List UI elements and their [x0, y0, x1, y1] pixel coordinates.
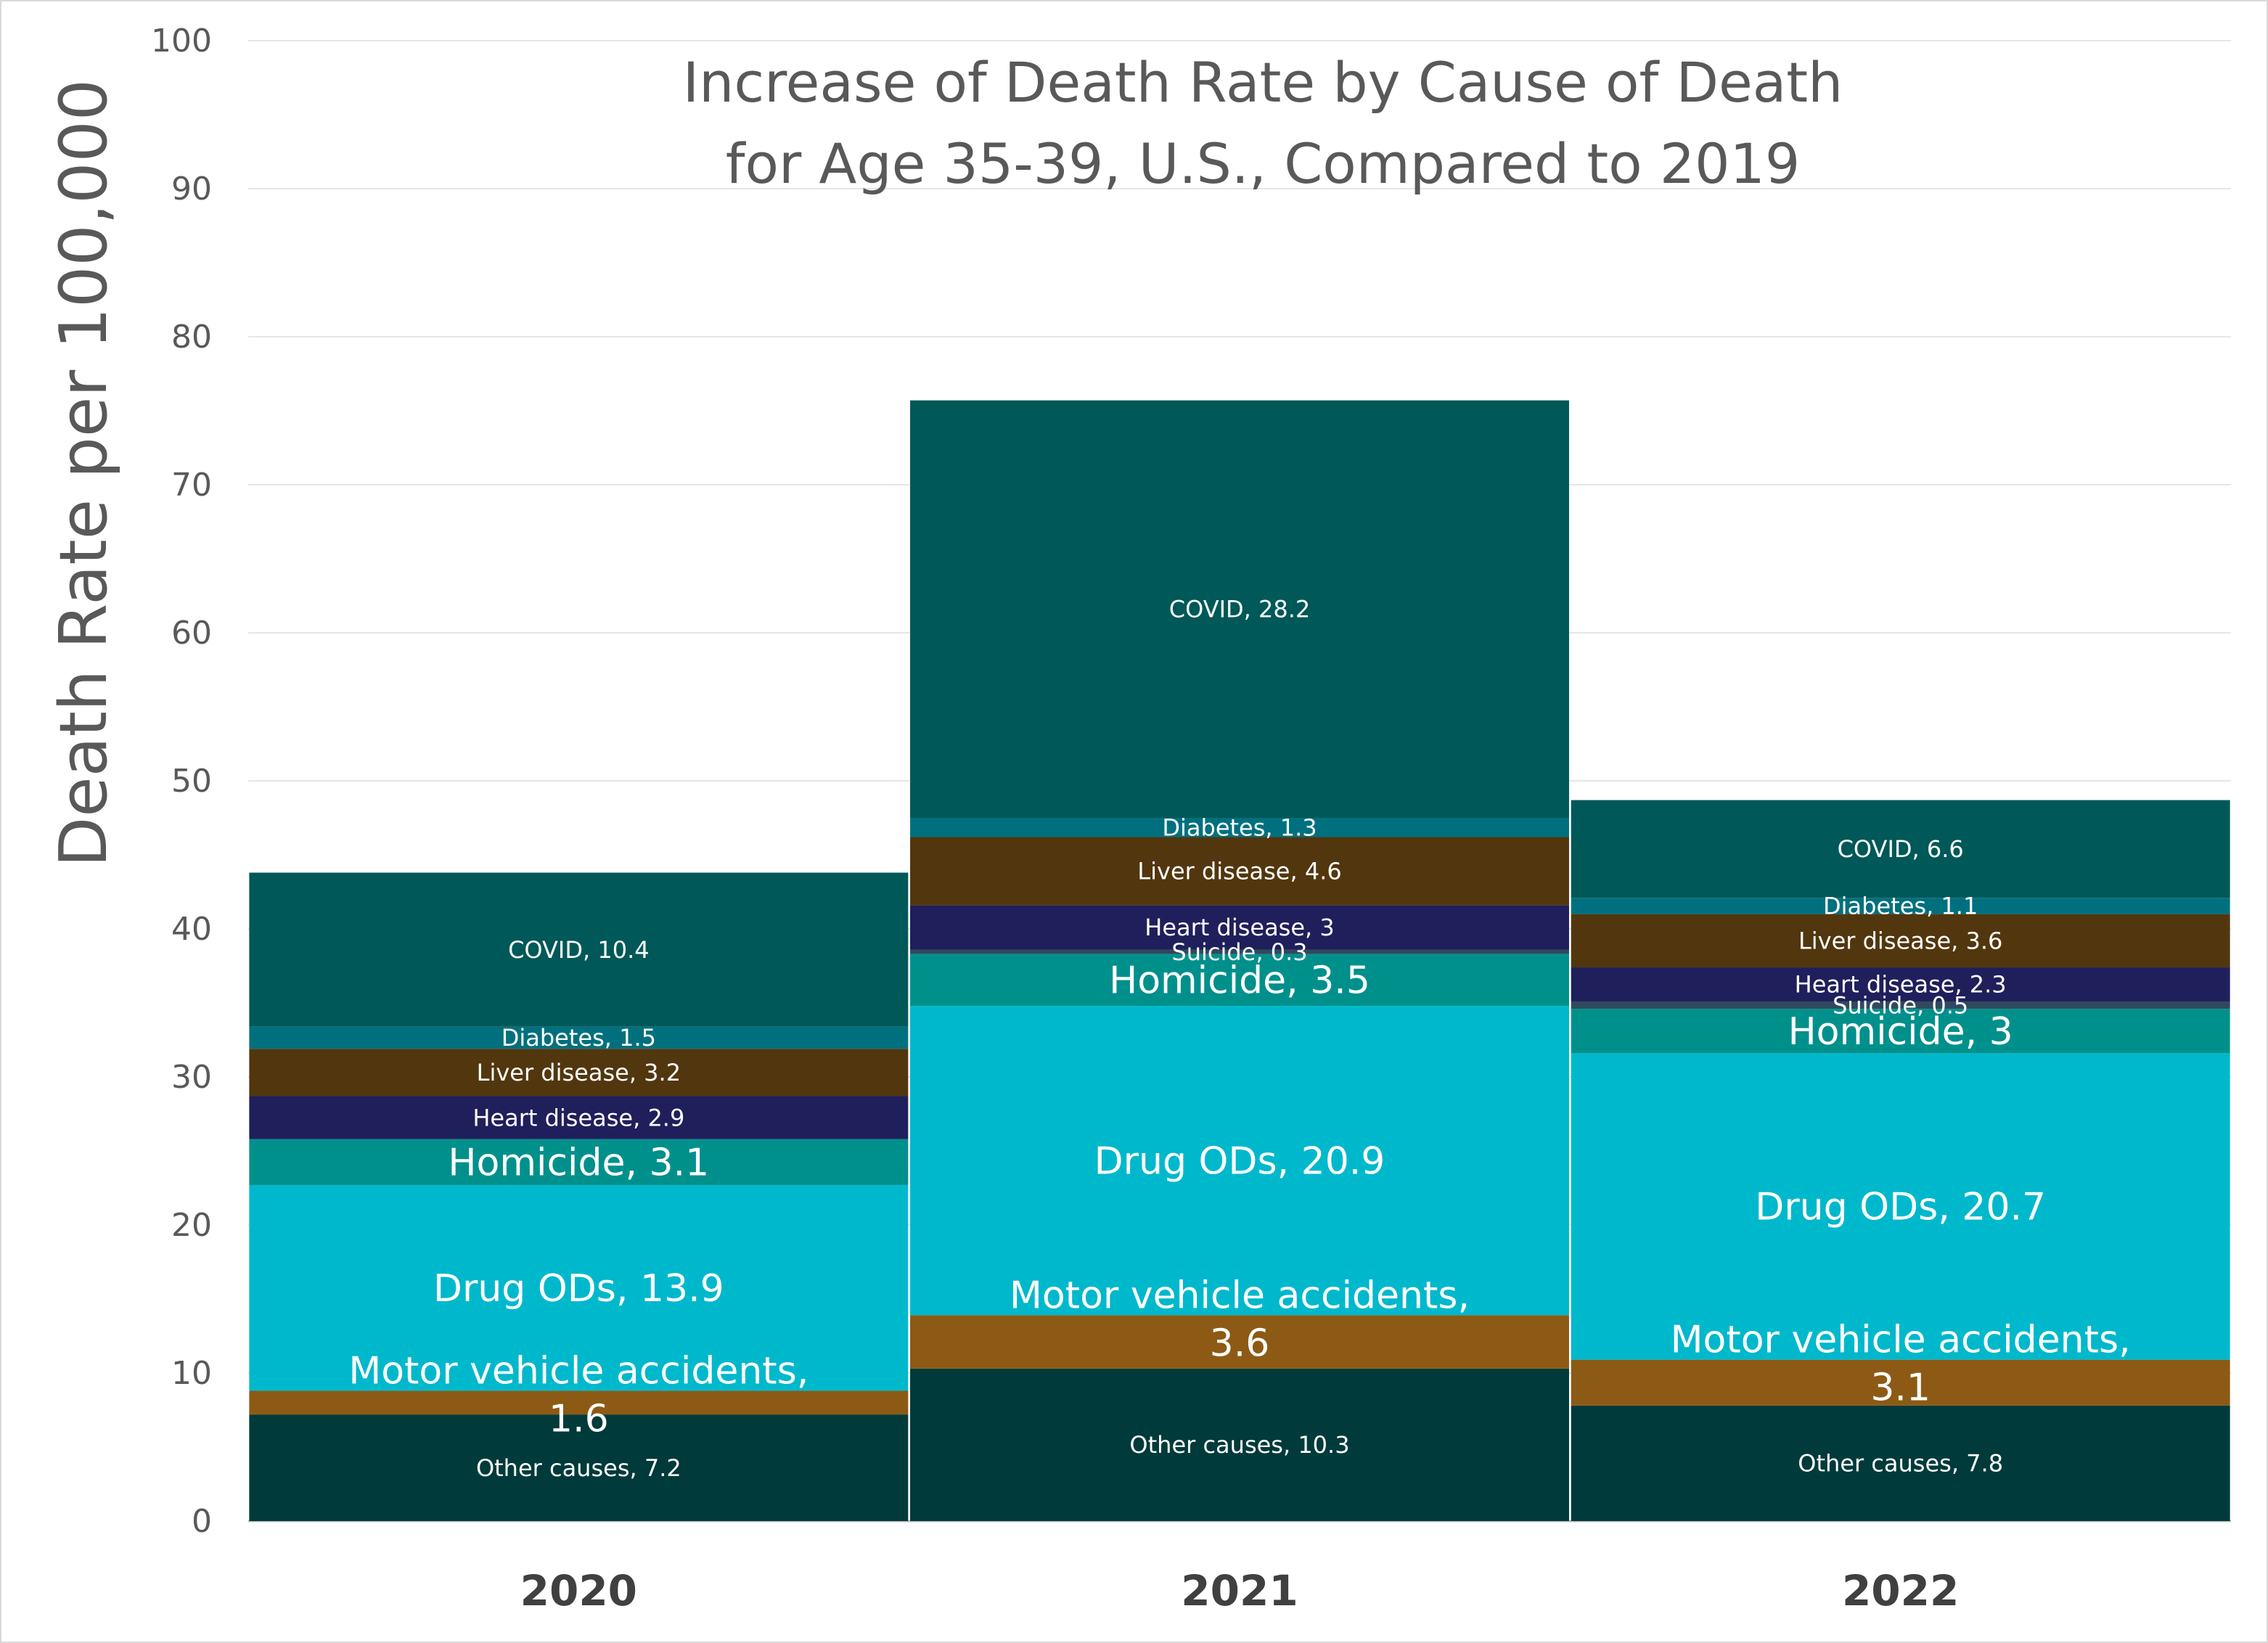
bar-segment-2022-diabetes [1571, 898, 2230, 914]
data-label-2022-diabetes: Diabetes, 1.1 [1823, 893, 1978, 920]
bar-segment-2021-homicide [910, 954, 1569, 1007]
bar-segment-2020-covid [249, 872, 909, 1027]
bar-segment-2021-covid [910, 400, 1569, 818]
data-label-2020-heart-disease: Heart disease, 2.9 [472, 1104, 684, 1131]
bar-segment-2022-liver-disease [1571, 914, 2230, 968]
x-axis-ticks: 2020 2021 2022 [520, 1566, 1960, 1615]
y-tick-label-30: 30 [171, 1059, 212, 1096]
data-label-2020-diabetes: Diabetes, 1.5 [502, 1024, 656, 1052]
bar-segment-2021-liver-disease [910, 837, 1569, 906]
chart-title-line-1: Increase of Death Rate by Cause of Death [683, 50, 1843, 115]
bar-segment-2020-heart-disease [249, 1096, 909, 1139]
data-label-2021-liver-disease: Liver disease, 4.6 [1137, 858, 1341, 885]
data-label-2022-covid: COVID, 6.6 [1838, 835, 1964, 863]
data-label-2022-motor-vehicle-accidents-line-1: Motor vehicle accidents, [1671, 1319, 2131, 1362]
data-label-2021-covid: COVID, 28.2 [1169, 596, 1311, 623]
data-label-2021-motor-vehicle-accidents-line-2: 3.6 [1210, 1322, 1270, 1366]
y-tick-label-40: 40 [171, 911, 212, 948]
bar-segment-2021-heart-disease [910, 905, 1569, 950]
data-label-2020-other-causes: Other causes, 7.2 [476, 1454, 681, 1482]
y-tick-label-10: 10 [171, 1355, 212, 1392]
bar-segment-2021-suicide [910, 949, 1569, 954]
y-tick-label-70: 70 [171, 467, 212, 504]
bar-segment-2022-drug-ods [1571, 1053, 2230, 1360]
y-tick-label-50: 50 [171, 763, 212, 800]
bar-segment-2022-motor-vehicle-accidents [1571, 1359, 2230, 1406]
data-label-2021-homicide: Homicide, 3.5 [1109, 959, 1370, 1003]
bar-segment-2022-suicide [1571, 1001, 2230, 1009]
data-label-2021-drug-ods: Drug ODs, 20.9 [1094, 1139, 1385, 1183]
data-label-2022-suicide: Suicide, 0.5 [1833, 991, 1968, 1019]
x-tick-label-2022: 2022 [1842, 1566, 1959, 1615]
bar-segment-2021-other-causes [910, 1368, 1569, 1521]
bar-segment-2020-drug-ods [249, 1184, 909, 1391]
y-tick-label-80: 80 [171, 319, 212, 356]
y-tick-label-60: 60 [171, 615, 212, 652]
y-axis-ticks: 0 10 20 30 40 50 60 70 80 90 100 [151, 22, 212, 1540]
bar-segment-2020-homicide [249, 1139, 909, 1185]
data-label-2022-other-causes: Other causes, 7.8 [1798, 1450, 2003, 1478]
data-label-2022-liver-disease: Liver disease, 3.6 [1798, 927, 2002, 955]
y-tick-label-0: 0 [192, 1503, 212, 1540]
x-tick-label-2021: 2021 [1181, 1566, 1298, 1615]
bar-segment-2022-other-causes [1571, 1405, 2230, 1521]
data-label-2020-liver-disease: Liver disease, 3.2 [477, 1059, 681, 1086]
data-label-2022-drug-ods: Drug ODs, 20.7 [1755, 1186, 2046, 1229]
data-label-2022-heart-disease: Heart disease, 2.3 [1795, 971, 2007, 999]
bar-segment-2022-covid [1571, 800, 2230, 898]
data-label-2021-motor-vehicle-accidents-line-1: Motor vehicle accidents, [1010, 1274, 1470, 1318]
data-label-2020-motor-vehicle-accidents-line-1: Motor vehicle accidents, [348, 1350, 808, 1393]
bar-segment-2020-motor-vehicle-accidents [249, 1390, 909, 1415]
data-label-2020-homicide: Homicide, 3.1 [448, 1142, 709, 1185]
x-tick-label-2020: 2020 [520, 1566, 637, 1615]
y-tick-label-90: 90 [171, 171, 212, 208]
data-label-2020-covid: COVID, 10.4 [508, 936, 650, 964]
bar-segment-2020-other-causes [249, 1414, 909, 1521]
data-label-2021-heart-disease: Heart disease, 3 [1145, 914, 1334, 941]
data-label-2022-homicide: Homicide, 3 [1788, 1010, 2013, 1054]
y-tick-label-100: 100 [151, 22, 212, 60]
bar-segment-2021-diabetes [910, 818, 1569, 837]
data-label-2021-suicide: Suicide, 0.3 [1171, 938, 1307, 966]
bar-segment-2022-heart-disease [1571, 967, 2230, 1001]
bar-segment-2020-diabetes [249, 1026, 909, 1049]
data-label-2021-diabetes: Diabetes, 1.3 [1162, 814, 1317, 841]
data-label-2021-other-causes: Other causes, 10.3 [1129, 1431, 1349, 1459]
data-labels: Other causes, 7.2 Motor vehicle accidents… [348, 596, 2130, 1482]
bar-segment-2022-homicide [1571, 1009, 2230, 1054]
bar-segment-2021-drug-ods [910, 1006, 1569, 1316]
bars [249, 400, 2230, 1521]
bar-segment-2020-liver-disease [249, 1049, 909, 1097]
data-label-2020-motor-vehicle-accidents-line-2: 1.6 [549, 1398, 609, 1441]
y-tick-label-20: 20 [171, 1207, 212, 1244]
y-axis-label: Death Rate per 100,000 [46, 79, 122, 867]
bar-segment-2021-motor-vehicle-accidents [910, 1315, 1569, 1369]
data-label-2022-motor-vehicle-accidents-line-2: 3.1 [1870, 1367, 1931, 1410]
chart-title-line-2: for Age 35-39, U.S., Compared to 2019 [726, 131, 1800, 196]
data-label-2020-drug-ods: Drug ODs, 13.9 [433, 1267, 724, 1311]
